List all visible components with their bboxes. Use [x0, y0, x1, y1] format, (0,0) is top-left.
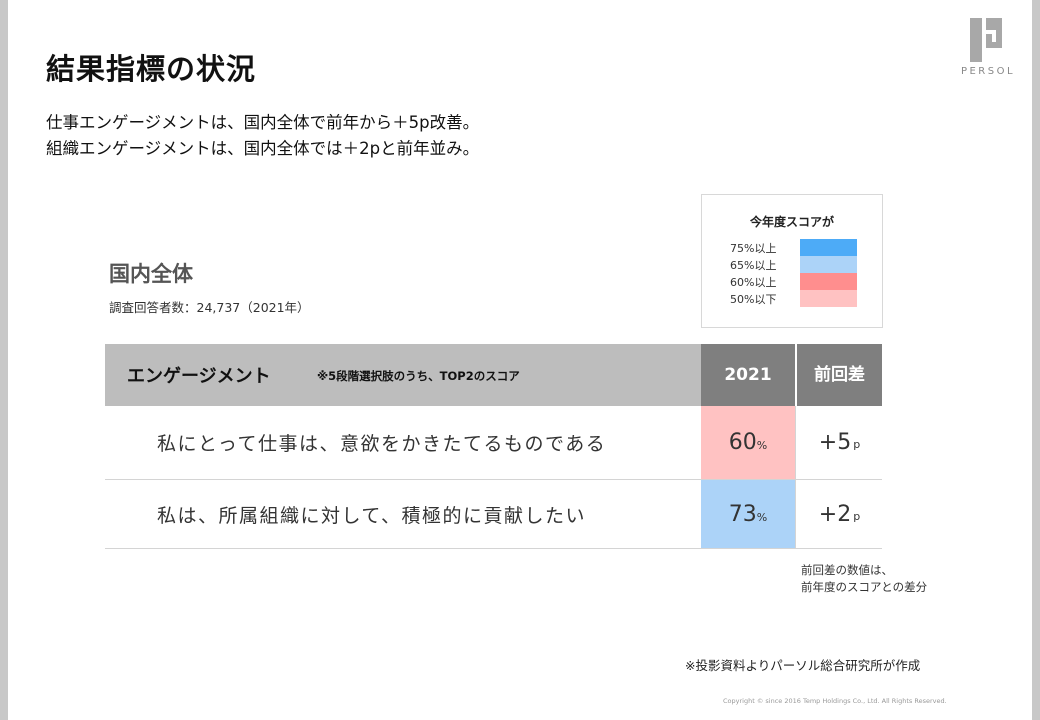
header-year: 2021 — [701, 344, 795, 406]
legend-item: 75%以上 — [730, 239, 860, 256]
header-diff: 前回差 — [797, 344, 882, 406]
legend-label: 75%以上 — [730, 242, 777, 255]
legend-swatch — [800, 290, 857, 307]
copyright: Copyright © since 2016 Temp Holdings Co.… — [723, 697, 947, 705]
diff-footnote: 前回差の数値は、 前年度のスコアとの差分 — [801, 562, 927, 596]
respondent-count: 調査回答者数：24,737（2021年） — [109, 300, 310, 315]
legend-swatch — [800, 273, 857, 290]
header-note: ※5段階選択肢のうち、TOP2のスコア — [317, 369, 520, 383]
slide: PERSOL 結果指標の状況 仕事エンゲージメントは、国内全体で前年から＋5p改… — [8, 0, 1032, 720]
table-row: 私にとって仕事は、意欲をかきたてるものである 60% +5 p — [105, 406, 882, 480]
diff-footnote-line: 前年度のスコアとの差分 — [801, 580, 928, 594]
summary-line: 組織エンゲージメントは、国内全体では＋2pと前年並み。 — [46, 139, 480, 158]
question-text: 私にとって仕事は、意欲をかきたてるものである — [157, 433, 607, 455]
table-row: 私は、所属組織に対して、積極的に貢献したい 73% +2 p — [105, 480, 882, 549]
summary: 仕事エンゲージメントは、国内全体で前年から＋5p改善。 組織エンゲージメントは、… — [46, 110, 479, 162]
legend-title: 今年度スコアが — [749, 215, 834, 229]
section-title: 国内全体 — [109, 262, 193, 286]
legend-item: 60%以上 — [730, 273, 860, 290]
score-value: 60 — [728, 430, 757, 455]
diff-unit: p — [853, 438, 861, 451]
table-header: エンゲージメント ※5段階選択肢のうち、TOP2のスコア 2021 前回差 — [105, 344, 882, 406]
score-cell: 60% — [701, 406, 795, 479]
score-legend: 今年度スコアが 75%以上 65%以上 60%以上 50%以下 — [701, 194, 883, 328]
diff-unit: p — [853, 509, 861, 523]
legend-swatch — [800, 239, 857, 256]
header-label: エンゲージメント — [127, 366, 271, 387]
score-unit: % — [756, 510, 768, 524]
question-text: 私は、所属組織に対して、積極的に貢献したい — [157, 504, 586, 527]
legend-item: 50%以下 — [730, 290, 860, 307]
legend-item: 65%以上 — [730, 256, 860, 273]
score-unit: % — [756, 439, 768, 452]
score-value: 73 — [728, 501, 757, 527]
persol-logo-mark — [970, 18, 1002, 62]
header-main-cell: エンゲージメント ※5段階選択肢のうち、TOP2のスコア — [105, 344, 701, 406]
diff-footnote-line: 前回差の数値は、 — [801, 563, 893, 577]
persol-logo: PERSOL — [956, 16, 1020, 80]
summary-line: 仕事エンゲージメントは、国内全体で前年から＋5p改善。 — [46, 113, 480, 132]
legend-label: 60%以上 — [730, 276, 777, 289]
legend-swatch — [800, 256, 857, 273]
legend-label: 65%以上 — [730, 259, 777, 272]
source-note: ※投影資料よりパーソル総合研究所が作成 — [685, 658, 921, 673]
score-cell: 73% — [701, 480, 795, 548]
diff-value: +5 — [818, 430, 852, 455]
diff-cell: +2 p — [797, 480, 882, 548]
page-title: 結果指標の状況 — [46, 52, 257, 86]
column-divider — [795, 406, 796, 548]
diff-value: +2 — [818, 501, 852, 527]
diff-cell: +5 p — [797, 406, 882, 479]
legend-label: 50%以下 — [730, 293, 777, 306]
logo-text: PERSOL — [960, 66, 1016, 77]
